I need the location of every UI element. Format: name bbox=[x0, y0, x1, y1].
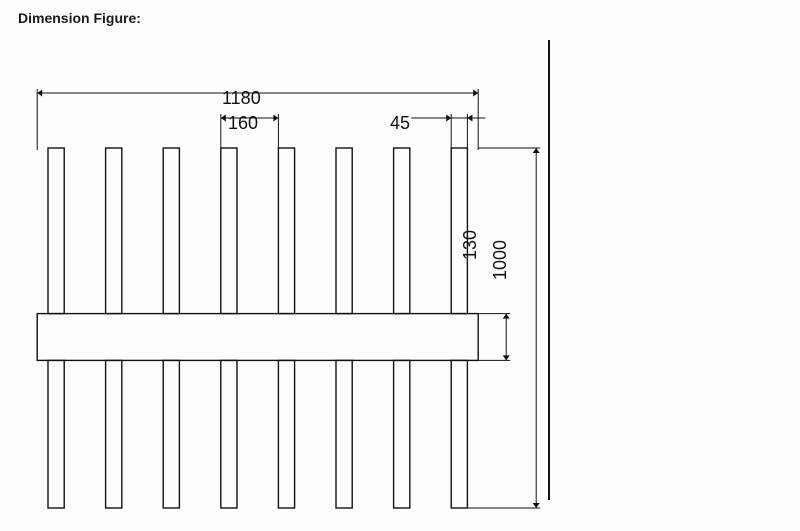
dimension-figure bbox=[0, 40, 560, 526]
dim-label-width: 1180 bbox=[222, 88, 261, 109]
dim-label-height: 1000 bbox=[490, 240, 511, 280]
dim-label-slatw: 45 bbox=[390, 113, 410, 134]
image-crop-edge bbox=[548, 40, 550, 500]
drawing-svg bbox=[0, 40, 560, 526]
figure-title: Dimension Figure: bbox=[18, 10, 141, 26]
dim-label-crossbar: 130 bbox=[460, 230, 481, 260]
dim-label-pitch: 160 bbox=[228, 113, 258, 134]
